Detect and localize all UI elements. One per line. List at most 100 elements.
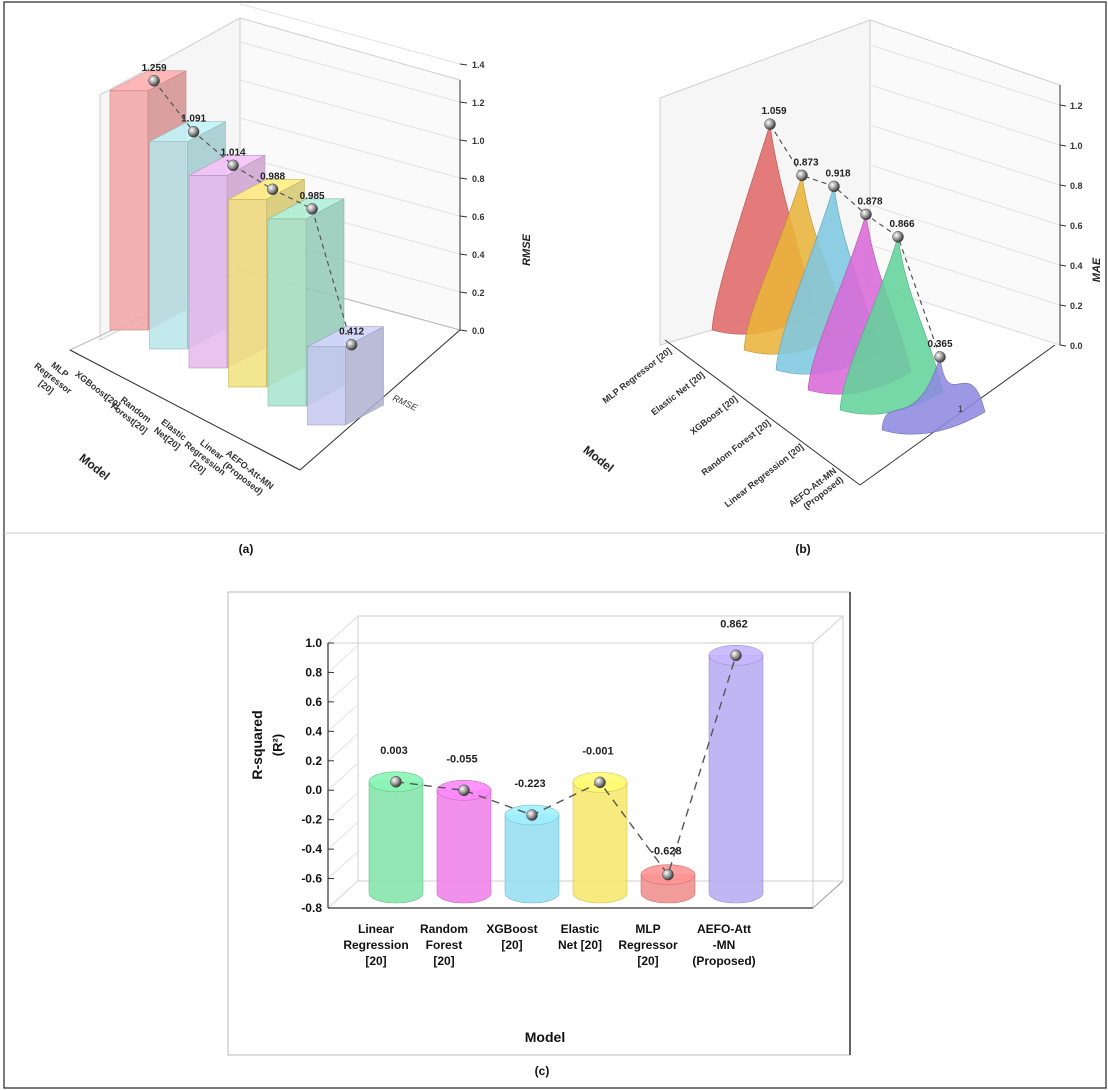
data-label: 0.918 xyxy=(825,168,850,179)
mae-x-axis-title: Model xyxy=(580,443,616,475)
tick-mark xyxy=(459,101,468,104)
y-tick-label: 0.8 xyxy=(472,174,485,184)
category-label-line: XGBoost xyxy=(486,922,537,936)
bar xyxy=(504,814,560,904)
data-label: 0.862 xyxy=(720,618,748,630)
y-tick-label: 1.0 xyxy=(472,136,485,146)
grid-line xyxy=(327,821,359,850)
y-tick-label: 0.2 xyxy=(305,754,322,768)
grid-line xyxy=(327,880,359,909)
panel-b: 1.059 0.873 0.918 0.878 0.866 0.365 0.0 0.2 0.4… xyxy=(580,19,1103,556)
data-point xyxy=(764,118,776,130)
grid-line xyxy=(869,244,1061,306)
r2-y-ticks: -0.8 -0.6 -0.4 -0.2 0.0 0.2 0.4 0.6 0.8 1.0 xyxy=(301,636,813,915)
trend-line xyxy=(153,80,353,345)
bar xyxy=(149,141,188,350)
category-label: AEFO-Att-MN(Proposed) xyxy=(692,922,755,968)
y-tick-label: 0.6 xyxy=(1070,221,1083,231)
tick-mark xyxy=(459,139,468,142)
grid-line xyxy=(869,124,1061,186)
data-point xyxy=(390,776,402,788)
data-label: -0.055 xyxy=(446,753,477,765)
y-tick-label: 1.0 xyxy=(1070,141,1083,151)
category-label: MLP Regressor [20] xyxy=(601,346,674,406)
grid-line xyxy=(327,615,359,644)
grid-line xyxy=(239,117,461,179)
grid-line xyxy=(327,674,359,703)
data-point xyxy=(860,208,872,221)
bar xyxy=(436,790,492,904)
bar xyxy=(109,90,149,331)
category-label-line: XGBoost [20] xyxy=(688,394,739,437)
data-label: 0.985 xyxy=(300,191,325,202)
category-label: XGBoost [20] xyxy=(688,394,739,437)
y-tick-label: 0.6 xyxy=(472,212,485,222)
data-point xyxy=(345,338,358,351)
bar xyxy=(307,346,346,426)
tick-mark xyxy=(1059,304,1067,307)
y-tick-label: 0.0 xyxy=(472,326,485,336)
tick-mark xyxy=(1059,264,1067,267)
category-label-line: [20] xyxy=(365,954,386,968)
y-tick-label: -0.6 xyxy=(301,872,322,886)
rmse-bars: 1.259 1.091 1.014 0.988 0.985 0.412 xyxy=(109,63,384,426)
r2-trend-line xyxy=(390,649,742,881)
data-label: 1.091 xyxy=(181,114,206,125)
tick-mark xyxy=(1059,144,1067,147)
category-label-line: Net [20] xyxy=(558,938,602,952)
panel-a: 1.259 1.091 1.014 0.988 0.985 0.412 0.0 0.2 0.4… xyxy=(32,3,533,556)
category-label-line: Forest xyxy=(426,938,463,952)
bar xyxy=(368,781,424,904)
category-label-line: [20] xyxy=(433,954,454,968)
category-axis xyxy=(664,339,861,486)
cone xyxy=(839,236,944,415)
category-label-line: Linear xyxy=(358,922,394,936)
data-label: 1.014 xyxy=(221,147,246,158)
tick-mark xyxy=(1059,224,1067,227)
bar-top xyxy=(188,155,266,176)
y-tick-label: 1.2 xyxy=(472,98,485,108)
category-label: AEFO-Att-MN(Proposed) xyxy=(787,466,845,518)
r2-y-axis-subtitle: (R²) xyxy=(270,734,285,756)
bar-top xyxy=(109,70,187,92)
data-point xyxy=(828,180,840,193)
data-point xyxy=(526,809,538,821)
category-label-line: [20] xyxy=(501,938,522,952)
grid-line xyxy=(239,41,461,103)
top-wall-edge xyxy=(326,615,845,644)
y-tick-label: -0.4 xyxy=(301,842,322,856)
rmse-trend-line xyxy=(148,75,358,351)
cone xyxy=(881,356,986,435)
rmse-depth-label: RMSE xyxy=(391,393,420,413)
data-label: 1.059 xyxy=(761,106,786,117)
tick-mark xyxy=(1059,104,1067,107)
grid-line xyxy=(327,851,359,879)
data-point xyxy=(594,776,606,789)
y-tick-label: 0.6 xyxy=(305,695,322,709)
y-tick-label: 1.4 xyxy=(472,60,485,70)
y-tick-label: 0.8 xyxy=(305,665,322,679)
tick-mark xyxy=(459,329,468,332)
grid-line xyxy=(869,84,1061,146)
caption-a: (a) xyxy=(239,542,254,556)
category-label: Random Forest [20] xyxy=(699,418,772,478)
tick-mark xyxy=(459,215,468,218)
data-label: -0.628 xyxy=(650,846,681,858)
grid-line xyxy=(327,762,359,791)
category-label-line: Elastic xyxy=(561,922,600,936)
data-label: 0.878 xyxy=(857,196,882,207)
tick-mark xyxy=(1059,344,1067,347)
grid-line xyxy=(869,164,1061,226)
caption-c: (c) xyxy=(535,1064,550,1078)
data-point xyxy=(662,868,674,881)
data-label: 1.259 xyxy=(142,63,167,74)
category-label: Elastic Net [20] xyxy=(558,922,602,952)
rmse-y-ticks: 0.0 0.2 0.4 0.6 0.8 1.0 1.2 1.4 xyxy=(459,60,485,336)
grid-line xyxy=(327,733,359,762)
category-label: Linear Regression [20] xyxy=(343,922,408,968)
data-label: 0.412 xyxy=(339,327,364,338)
y-tick-label: -0.8 xyxy=(301,901,322,915)
mae-y-ticks: 0.0 0.2 0.4 0.6 0.8 1.0 1.2 xyxy=(1059,85,1083,351)
bar xyxy=(572,782,628,904)
